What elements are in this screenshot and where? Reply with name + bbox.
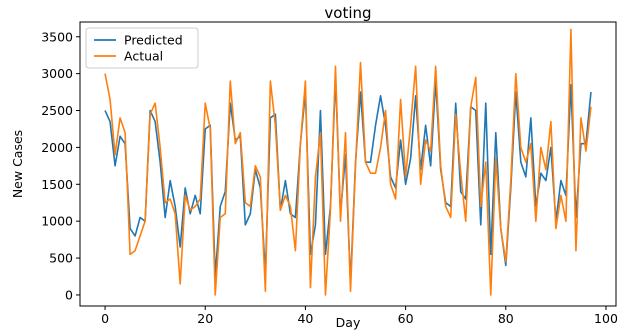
x-tick-label: 60 xyxy=(398,311,414,326)
legend-label: Predicted xyxy=(124,33,183,48)
y-axis-label: New Cases xyxy=(10,130,25,198)
legend-box xyxy=(85,27,199,69)
y-tick-label: 1500 xyxy=(41,177,73,192)
y-tick-label: 500 xyxy=(49,251,73,266)
x-tick-label: 20 xyxy=(197,311,213,326)
y-tick-label: 2500 xyxy=(41,103,73,118)
y-tick-label: 1000 xyxy=(41,214,73,229)
y-tick-label: 2000 xyxy=(41,140,73,155)
plot-frame xyxy=(79,21,617,307)
y-tick-label: 3000 xyxy=(41,66,73,81)
x-tick-label: 0 xyxy=(101,311,109,326)
y-tick-label: 0 xyxy=(65,287,73,302)
x-axis-label: Day xyxy=(336,315,361,330)
x-tick-label: 40 xyxy=(297,311,313,326)
x-tick-label: 100 xyxy=(594,311,618,326)
x-tick-label: 80 xyxy=(498,311,514,326)
chart-title: voting xyxy=(324,4,371,22)
legend-label: Actual xyxy=(124,49,163,64)
series-line-actual xyxy=(104,28,592,296)
y-tick-label: 3500 xyxy=(41,29,73,44)
